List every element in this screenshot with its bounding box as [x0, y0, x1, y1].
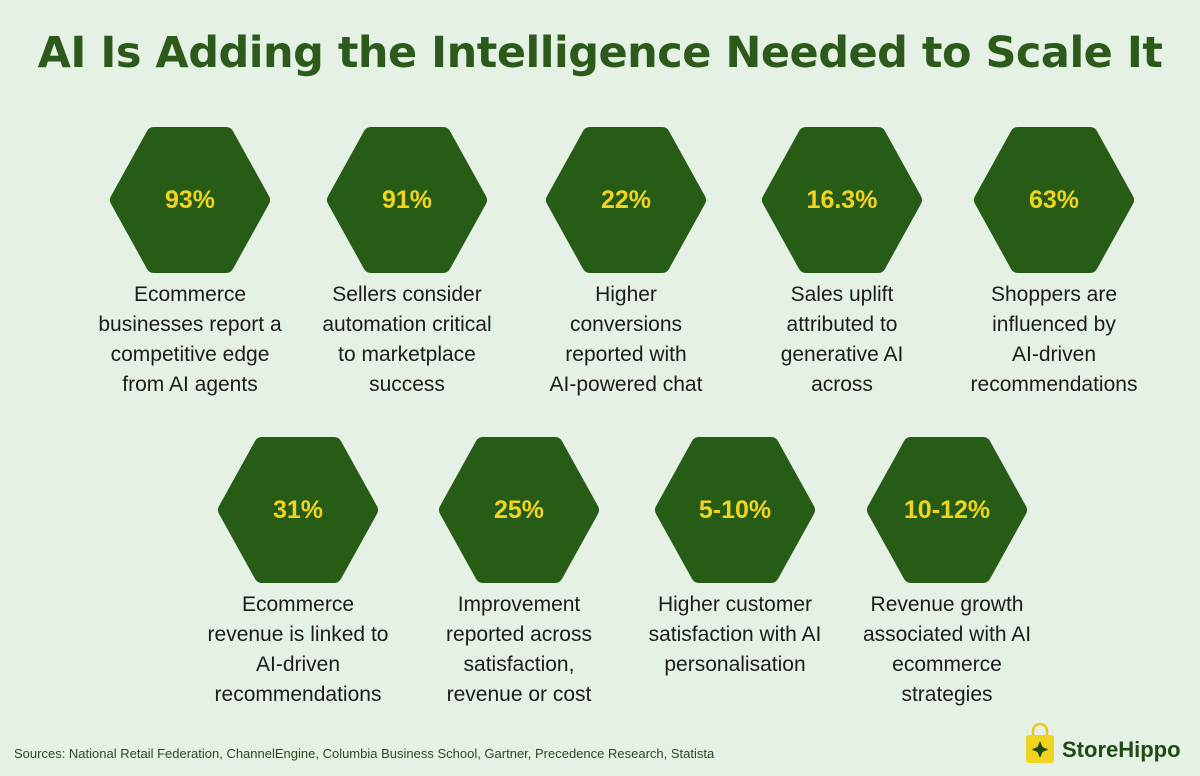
hexagon — [762, 127, 922, 273]
stat-value: 25% — [494, 496, 544, 524]
description-line: revenue or cost — [446, 683, 592, 706]
description-line: generative AI — [780, 343, 904, 366]
description-line: associated with AI — [862, 623, 1032, 646]
stat-description: Sales uplift attributed to generative AI ac… — [712, 280, 972, 400]
description-line: AI-driven — [255, 653, 341, 676]
brand-name: StoreHippo — [1062, 737, 1181, 762]
description-line: attributed to — [786, 313, 898, 336]
stat-hexagon: 93% — [110, 127, 270, 273]
description-line: revenue is linked to — [207, 623, 389, 646]
stat-hexagon: 63% — [974, 127, 1134, 273]
stat-description: Shoppers are influenced by AI-driven recomm… — [924, 280, 1184, 400]
stat-hexagon: 22% — [546, 127, 706, 273]
sources: Sources: National Retail Federation, Cha… — [14, 746, 715, 761]
description-line: reported across — [446, 623, 592, 646]
description-line: Ecommerce — [133, 283, 247, 306]
stat-value: 16.3% — [807, 186, 878, 214]
hexagon — [655, 437, 815, 583]
description-line: success — [369, 373, 445, 396]
description-line: Sales uplift — [790, 283, 894, 306]
stat-hexagon: 31% — [218, 437, 378, 583]
stat-description: Higher conversions reported with AI-powered… — [496, 280, 756, 400]
hexagon — [974, 127, 1134, 273]
description-line: satisfaction, — [463, 653, 575, 676]
stat-value: 10-12% — [904, 496, 990, 524]
stat-description: Ecommerce businesses report a competitive … — [60, 280, 320, 400]
description-line: across — [811, 373, 873, 396]
stat-hexagon: 25% — [439, 437, 599, 583]
stat-hexagon: 10-12% — [867, 437, 1027, 583]
description-line: Revenue growth — [870, 593, 1024, 616]
description-line: AI-powered chat — [549, 373, 703, 396]
stat-description: Higher customer satisfaction with AI perso… — [605, 590, 865, 680]
stat-value: 5-10% — [699, 496, 771, 524]
description-line: automation critical — [322, 313, 492, 336]
description-line: Improvement — [457, 593, 581, 616]
hexagon — [327, 127, 487, 273]
description-line: strategies — [901, 683, 993, 706]
stat-hexagon: 5-10% — [655, 437, 815, 583]
description-line: from AI agents — [122, 373, 258, 396]
stat-value: 91% — [382, 186, 432, 214]
stat-value: 22% — [601, 186, 651, 214]
description-line: to marketplace — [338, 343, 476, 366]
description-line: reported with — [565, 343, 687, 366]
description-line: Sellers consider — [332, 283, 482, 306]
stat-value: 31% — [273, 496, 323, 524]
stat-value: 93% — [165, 186, 215, 214]
description-line: Ecommerce — [241, 593, 355, 616]
description-line: AI-driven — [1011, 343, 1097, 366]
description-line: Higher customer — [657, 593, 813, 616]
description-line: conversions — [569, 313, 683, 336]
stat-value: 63% — [1029, 186, 1079, 214]
stat-description: Sellers consider automation critical to ma… — [277, 280, 537, 400]
description-line: personalisation — [664, 653, 806, 676]
hexagon — [439, 437, 599, 583]
description-line: satisfaction with AI — [648, 623, 822, 646]
description-line: Higher — [595, 283, 657, 306]
title: AI Is Adding the Intelligence Needed to … — [37, 28, 1163, 78]
stat-description: Improvement reported across satisfaction, r… — [389, 590, 649, 710]
description-line: influenced by — [992, 313, 1116, 336]
description-line: recommendations — [970, 373, 1138, 396]
brand-icon — [1026, 722, 1054, 763]
hexagon — [218, 437, 378, 583]
hexagon — [110, 127, 270, 273]
description-line: businesses report a — [98, 313, 282, 336]
description-line: recommendations — [214, 683, 382, 706]
stat-hexagon: 91% — [327, 127, 487, 273]
stat-description: Ecommerce revenue is linked to AI-driven re… — [168, 590, 428, 710]
description-line: Shoppers are — [990, 283, 1118, 306]
description-line: competitive edge — [110, 343, 270, 366]
stat-hexagon: 16.3% — [762, 127, 922, 273]
stat-description: Revenue growth associated with AI ecommerc… — [817, 590, 1077, 710]
description-line: ecommerce — [892, 653, 1002, 676]
hexagon — [867, 437, 1027, 583]
hexagon — [546, 127, 706, 273]
